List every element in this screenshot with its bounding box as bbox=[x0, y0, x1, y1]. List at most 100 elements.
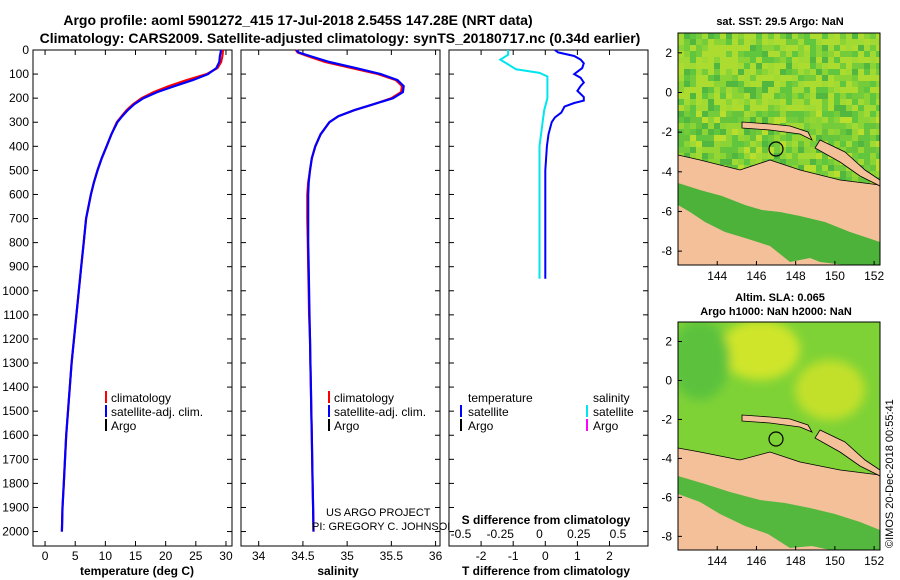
sst-pixel bbox=[810, 99, 816, 105]
sst-pixel bbox=[762, 99, 768, 105]
sst-pixel bbox=[816, 87, 822, 93]
sst-pixel bbox=[792, 105, 798, 111]
map-y-tick-label: -6 bbox=[661, 204, 672, 218]
sst-pixel bbox=[750, 105, 756, 111]
sst-pixel bbox=[858, 135, 864, 141]
sst-pixel bbox=[846, 69, 852, 75]
sst-pixel bbox=[690, 57, 696, 63]
sst-pixel bbox=[792, 33, 798, 39]
sst-land-new-britain bbox=[814, 139, 880, 187]
sst-pixel bbox=[762, 87, 768, 93]
sst-pixel bbox=[864, 159, 870, 165]
sst-pixel bbox=[864, 165, 870, 171]
salinity-depth-ticks bbox=[241, 49, 440, 533]
depth-tick-label: 900 bbox=[9, 260, 29, 274]
sst-pixel bbox=[702, 141, 708, 147]
sst-pixel bbox=[708, 63, 714, 69]
sst-pixel bbox=[816, 159, 822, 165]
sst-pixel bbox=[864, 111, 870, 117]
x-tick-label: -2 bbox=[476, 549, 487, 563]
sst-pixel bbox=[678, 147, 684, 153]
sst-pixel bbox=[678, 135, 684, 141]
sst-pixel bbox=[780, 45, 786, 51]
salinity-panel: 34 34.5 35 35.5 36 salinity climatology sate… bbox=[240, 49, 455, 578]
sst-pixel bbox=[834, 159, 840, 165]
sst-pixel bbox=[780, 87, 786, 93]
sst-pixel bbox=[768, 63, 774, 69]
sst-pixel bbox=[816, 45, 822, 51]
sst-pixel bbox=[804, 81, 810, 87]
sst-pixel bbox=[774, 135, 780, 141]
sst-pixel bbox=[738, 111, 744, 117]
sst-pixel bbox=[780, 63, 786, 69]
sst-pixel bbox=[870, 81, 876, 87]
x-tick-label: 36 bbox=[429, 549, 443, 563]
sst-pixel bbox=[786, 111, 792, 117]
sst-pixel bbox=[732, 81, 738, 87]
sst-pixel bbox=[726, 105, 732, 111]
sst-pixel bbox=[810, 117, 816, 123]
sst-pixel bbox=[816, 153, 822, 159]
map-y-tick-label: -4 bbox=[661, 165, 672, 179]
sst-pixel bbox=[864, 63, 870, 69]
sst-pixel bbox=[696, 69, 702, 75]
sst-pixel bbox=[822, 33, 828, 39]
sst-pixel bbox=[798, 153, 804, 159]
sst-pixel bbox=[792, 93, 798, 99]
sst-pixel bbox=[822, 159, 828, 165]
sst-pixel bbox=[726, 57, 732, 63]
credit-pi: PI: GREGORY C. JOHNSON bbox=[312, 521, 455, 533]
sst-pixel bbox=[816, 69, 822, 75]
sst-pixel bbox=[852, 45, 858, 51]
sst-pixel bbox=[684, 147, 690, 153]
depth-tick-label: 800 bbox=[9, 236, 29, 250]
sst-pixel bbox=[858, 129, 864, 135]
sst-pixel bbox=[816, 39, 822, 45]
sst-pixel bbox=[852, 99, 858, 105]
sst-pixel bbox=[786, 93, 792, 99]
sst-pixel bbox=[792, 45, 798, 51]
sst-pixel bbox=[858, 123, 864, 129]
sst-pixel bbox=[822, 81, 828, 87]
sst-pixel bbox=[696, 105, 702, 111]
depth-tick-label: 400 bbox=[9, 139, 29, 153]
sst-pixel bbox=[792, 153, 798, 159]
sst-pixel bbox=[870, 159, 876, 165]
sst-pixel bbox=[756, 141, 762, 147]
sst-pixel bbox=[690, 33, 696, 39]
depth-tick-label: 700 bbox=[9, 212, 29, 226]
sst-pixel bbox=[750, 93, 756, 99]
sst-pixel bbox=[846, 117, 852, 123]
sst-map: 144 146 148 150 152 2 0 -2 -4 -6 -8 bbox=[661, 32, 884, 283]
sst-pixel bbox=[744, 87, 750, 93]
sst-pixel bbox=[792, 141, 798, 147]
temperature-xlabel: temperature (deg C) bbox=[80, 564, 194, 578]
sst-pixel bbox=[780, 51, 786, 57]
sst-pixel bbox=[846, 75, 852, 81]
sst-pixel bbox=[798, 81, 804, 87]
sst-pixel bbox=[714, 33, 720, 39]
sst-pixel bbox=[690, 117, 696, 123]
sst-pixel bbox=[750, 69, 756, 75]
sst-pixel bbox=[690, 123, 696, 129]
depth-tick-label: 2000 bbox=[2, 525, 29, 539]
sst-pixel bbox=[816, 33, 822, 39]
sst-pixel bbox=[708, 123, 714, 129]
s-diff-tick-label: -0.25 bbox=[487, 527, 515, 541]
sst-pixel bbox=[858, 75, 864, 81]
sst-pixel bbox=[792, 135, 798, 141]
sst-pixel bbox=[756, 99, 762, 105]
sst-pixel bbox=[684, 141, 690, 147]
sst-pixel bbox=[750, 39, 756, 45]
sst-pixel bbox=[750, 129, 756, 135]
sst-pixel bbox=[762, 45, 768, 51]
sst-pixel bbox=[744, 63, 750, 69]
sst-pixel bbox=[690, 129, 696, 135]
sst-pixel bbox=[750, 87, 756, 93]
sst-pixel bbox=[756, 147, 762, 153]
sst-pixel bbox=[714, 93, 720, 99]
sst-pixel bbox=[816, 129, 822, 135]
sst-pixel bbox=[786, 69, 792, 75]
sst-pixel bbox=[786, 81, 792, 87]
sst-pixel bbox=[684, 93, 690, 99]
